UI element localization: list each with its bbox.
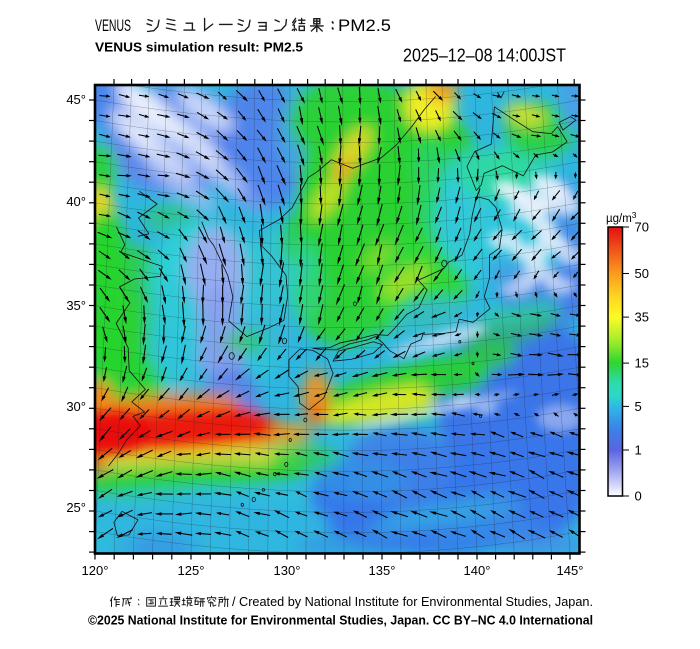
svg-text:135°: 135° (369, 563, 396, 578)
svg-text:VENUS: VENUS (95, 16, 131, 35)
svg-text:130°: 130° (274, 563, 301, 578)
svg-text:45°: 45° (66, 92, 86, 107)
svg-text:/ Created by National Institut: / Created by National Institute for Envi… (232, 595, 593, 609)
svg-text:VENUS simulation result: PM2.5: VENUS simulation result: PM2.5 (95, 40, 303, 55)
svg-text:40°: 40° (66, 194, 86, 209)
svg-text:2025–12–08 14:00JST: 2025–12–08 14:00JST (403, 46, 566, 66)
svg-text:125°: 125° (178, 563, 205, 578)
svg-text:140°: 140° (464, 563, 491, 578)
svg-text:120°: 120° (82, 563, 109, 578)
svg-text:30°: 30° (66, 399, 86, 414)
svg-text:35: 35 (635, 310, 649, 325)
svg-text:25°: 25° (66, 500, 86, 515)
svg-text:145°: 145° (557, 563, 584, 578)
svg-text:70: 70 (635, 220, 649, 235)
svg-text:PM2.5: PM2.5 (338, 16, 391, 35)
svg-text:0: 0 (635, 489, 642, 504)
svg-text:©2025 National Institute for E: ©2025 National Institute for Environment… (88, 614, 593, 628)
svg-text:50: 50 (635, 266, 649, 281)
svg-text:1: 1 (635, 443, 642, 458)
svg-text:5: 5 (635, 399, 642, 414)
svg-text:35°: 35° (66, 298, 86, 313)
svg-text:µg/m3: µg/m3 (606, 210, 637, 225)
svg-text:15: 15 (635, 356, 649, 371)
